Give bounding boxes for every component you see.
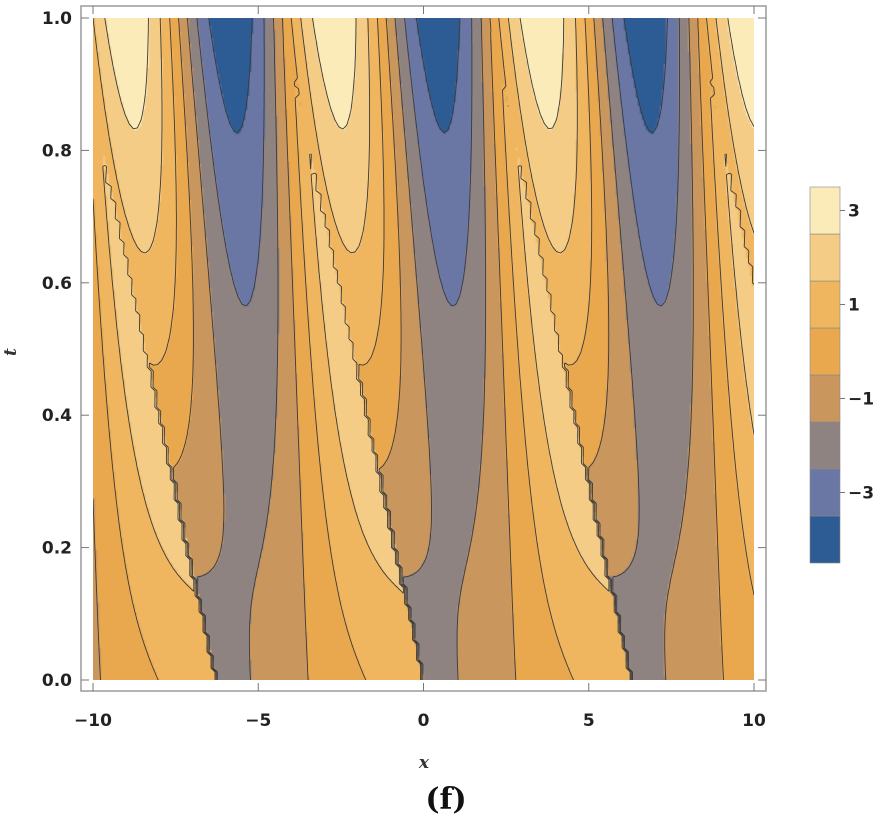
x-tick-label: 5	[583, 711, 595, 731]
legend-swatch	[809, 280, 841, 329]
contour-line	[93, 18, 724, 680]
y-tick-label: 0.0	[42, 671, 72, 691]
legend-swatch	[809, 186, 841, 235]
legend-swatch	[809, 421, 841, 470]
legend-swatch	[809, 233, 841, 282]
y-tick-label: 0.2	[42, 539, 72, 559]
contour-line	[186, 18, 694, 680]
legend-tick-label: −1	[848, 390, 874, 410]
x-tick-label: −10	[74, 711, 112, 731]
x-tick-label: 10	[742, 711, 766, 731]
legend-swatch	[809, 374, 841, 423]
legend-tick-label: 3	[848, 202, 860, 222]
y-axis-label: t	[1, 348, 21, 356]
legend-swatch	[809, 515, 841, 564]
y-tick-label: 1.0	[42, 9, 72, 29]
figure-caption: (f)	[425, 782, 467, 817]
contour-line	[104, 18, 754, 130]
legend-swatch	[809, 327, 841, 376]
plot-area	[93, 18, 754, 680]
contour-field	[93, 18, 754, 680]
y-tick-label: 0.4	[42, 406, 72, 426]
contour-line	[93, 18, 754, 594]
legend-tick-label: −3	[848, 484, 874, 504]
legend: 3 1 −1 −3	[809, 186, 874, 564]
legend-swatch	[809, 468, 841, 517]
legend-tick-label: 1	[848, 296, 860, 316]
contour-line	[208, 18, 668, 134]
contour-line	[196, 18, 680, 307]
contour-lines	[93, 18, 754, 680]
contour-line	[93, 18, 754, 680]
x-tick-label: 0	[418, 711, 430, 731]
y-axis: 0.0 0.2 0.4 0.6 0.8 1.0	[42, 9, 766, 691]
contour-plot: −10 −5 0 5 10 0.0 0.2 0.4 0.6 0.8 1.0 x t 3 1 −1 −3	[1, 5, 874, 773]
x-axis-label: x	[418, 753, 430, 773]
y-tick-label: 0.6	[42, 274, 72, 294]
x-axis: −10 −5 0 5 10	[74, 6, 766, 731]
y-tick-label: 0.8	[42, 141, 72, 161]
x-tick-label: −5	[245, 711, 271, 731]
